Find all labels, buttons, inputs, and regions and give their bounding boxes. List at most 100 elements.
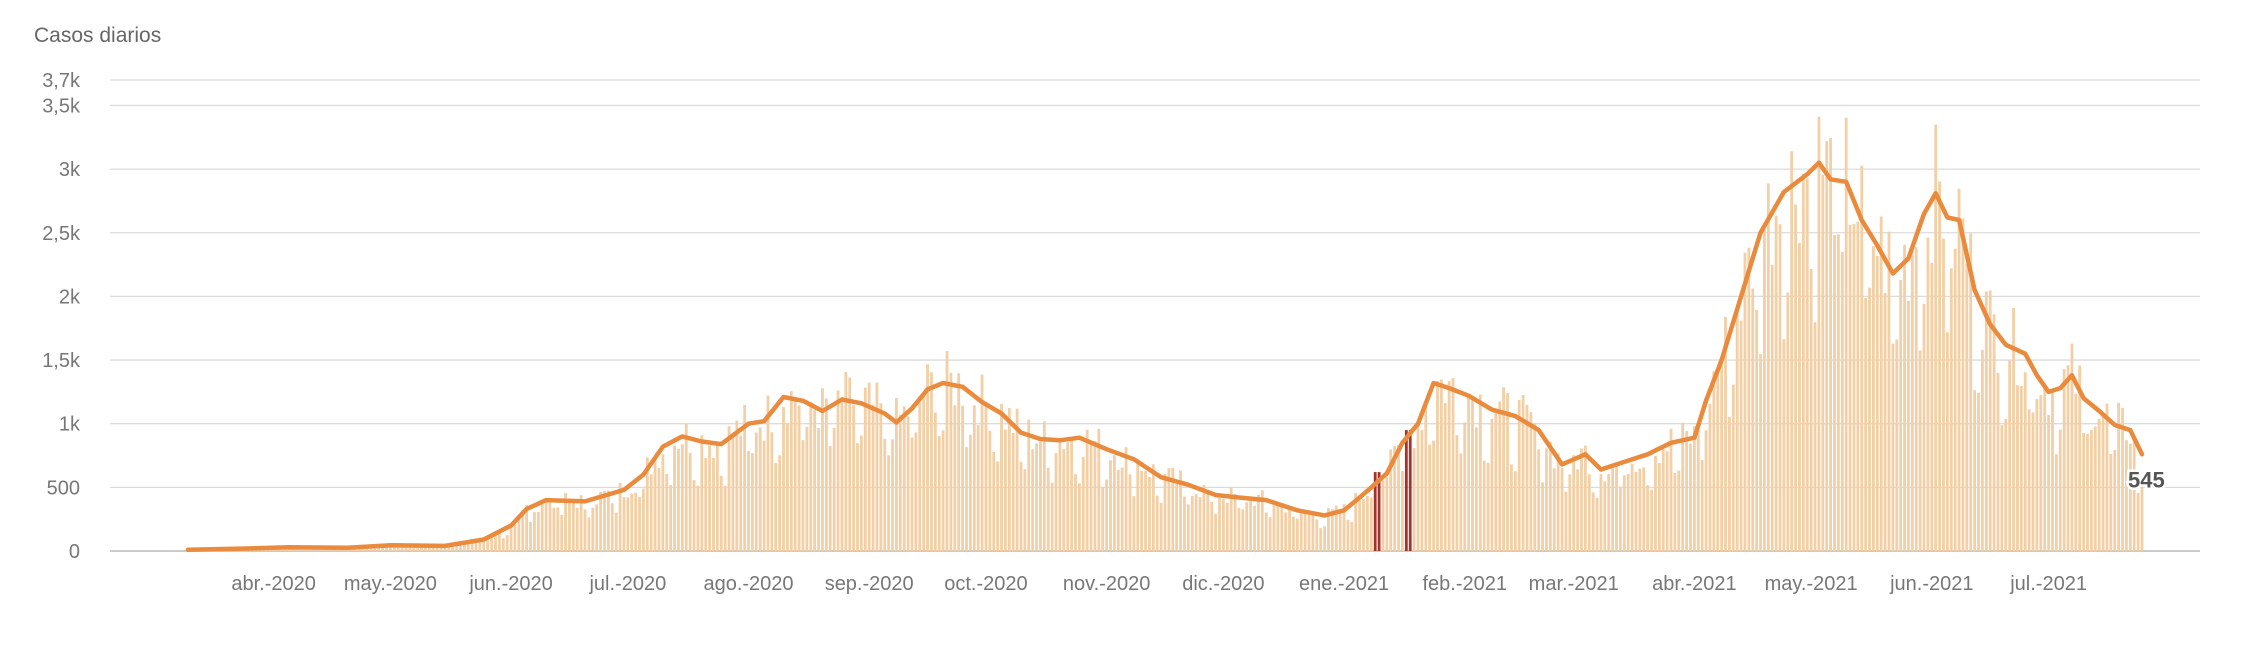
daily-bar [1249, 496, 1253, 551]
daily-bar [1910, 250, 1914, 551]
daily-bar [1077, 483, 1081, 551]
daily-bar [1004, 429, 1007, 551]
daily-bar [1342, 504, 1346, 551]
daily-bar [673, 445, 676, 551]
daily-bar [1471, 398, 1474, 551]
daily-bar [1307, 510, 1311, 551]
daily-bar [1112, 455, 1116, 551]
daily-bar [1179, 470, 1182, 551]
daily-bar [501, 538, 505, 551]
daily-bar [474, 542, 478, 551]
daily-bar [1981, 349, 1984, 551]
daily-bar [809, 401, 813, 551]
daily-bar [739, 435, 743, 551]
daily-bar [1887, 231, 1891, 551]
daily-bar [509, 526, 513, 551]
daily-bar [1478, 394, 1482, 551]
daily-bar [1198, 497, 1202, 551]
daily-bar [863, 387, 867, 551]
daily-bar [618, 482, 622, 551]
daily-bar [470, 540, 474, 551]
daily-bar [1132, 496, 1136, 551]
labels-layer: 0 500 1k 1,5k 2k 2,5k 3k 3,5k 3,7k abr.-2020 may.-… [42, 70, 2167, 595]
daily-bar [490, 533, 494, 551]
daily-bar [926, 364, 929, 551]
x-tick-label: mar.-2021 [1529, 573, 1619, 595]
highlighted-bar [1404, 430, 1408, 551]
daily-bar [914, 432, 918, 551]
daily-bar [513, 524, 517, 551]
daily-bar [392, 547, 396, 551]
daily-bar [1397, 445, 1400, 551]
y-tick-label: 500 [47, 477, 80, 499]
daily-bar [1708, 403, 1712, 551]
daily-bar [1875, 255, 1879, 551]
daily-bar [2132, 439, 2136, 551]
daily-bar [945, 350, 949, 551]
daily-bar [525, 504, 529, 551]
daily-bar [626, 497, 630, 551]
daily-bar [828, 445, 832, 551]
daily-bar [1907, 300, 1910, 551]
x-tick-label: may.-2020 [344, 573, 437, 595]
daily-bar [1829, 138, 1833, 552]
daily-bar [1934, 124, 1938, 551]
daily-bar [529, 521, 532, 551]
daily-bar [1720, 361, 1724, 551]
daily-bar [1081, 456, 1085, 551]
daily-bar [941, 430, 945, 551]
daily-bar [1268, 517, 1272, 551]
daily-bar [1883, 293, 1887, 551]
daily-bar [1159, 502, 1163, 551]
daily-bar [1443, 402, 1447, 551]
daily-bar [910, 437, 914, 551]
daily-bar [747, 450, 750, 551]
daily-bar [1903, 244, 1906, 552]
daily-bar [1895, 339, 1899, 551]
daily-bar [486, 535, 490, 551]
daily-bar [1432, 440, 1435, 551]
daily-bar [1619, 486, 1622, 551]
daily-bar [1770, 264, 1774, 551]
daily-bar [1144, 471, 1147, 551]
daily-bar [902, 406, 906, 551]
y-tick-label: 1,5k [42, 350, 81, 372]
daily-bar [431, 545, 435, 551]
daily-bar [1393, 446, 1397, 551]
daily-bar [369, 548, 373, 551]
daily-bar [1011, 433, 1015, 551]
daily-bar [1054, 453, 1058, 551]
daily-bar [1860, 165, 1864, 552]
daily-bar [1338, 511, 1342, 551]
daily-bar [1120, 467, 1124, 551]
daily-bar [1346, 519, 1350, 551]
daily-bar [1778, 224, 1782, 551]
daily-bar [1801, 173, 1805, 552]
daily-bar [751, 453, 754, 551]
daily-bar [311, 548, 314, 551]
daily-bar [2008, 360, 2012, 551]
daily-bar [1774, 215, 1778, 551]
daily-bar [895, 398, 898, 551]
y-tick-label: 3k [59, 159, 81, 181]
daily-bar [879, 403, 883, 551]
x-tick-label: dic.-2020 [1182, 573, 1264, 595]
daily-bar [1681, 422, 1685, 551]
daily-bar [1798, 242, 1801, 551]
daily-bar [482, 537, 486, 551]
daily-bar [1692, 426, 1696, 551]
daily-bar [1042, 421, 1046, 551]
daily-bar [1136, 459, 1140, 551]
daily-bar [536, 512, 540, 551]
daily-bar [1486, 462, 1490, 551]
daily-bar [494, 532, 497, 551]
daily-bar [459, 542, 462, 551]
daily-bar [564, 493, 567, 551]
daily-bar [953, 405, 957, 551]
daily-bar [992, 452, 996, 551]
daily-bar [684, 423, 688, 551]
daily-bar [1202, 484, 1206, 551]
daily-bar [540, 503, 544, 551]
daily-bar [1245, 502, 1249, 551]
daily-bar [1366, 496, 1369, 551]
